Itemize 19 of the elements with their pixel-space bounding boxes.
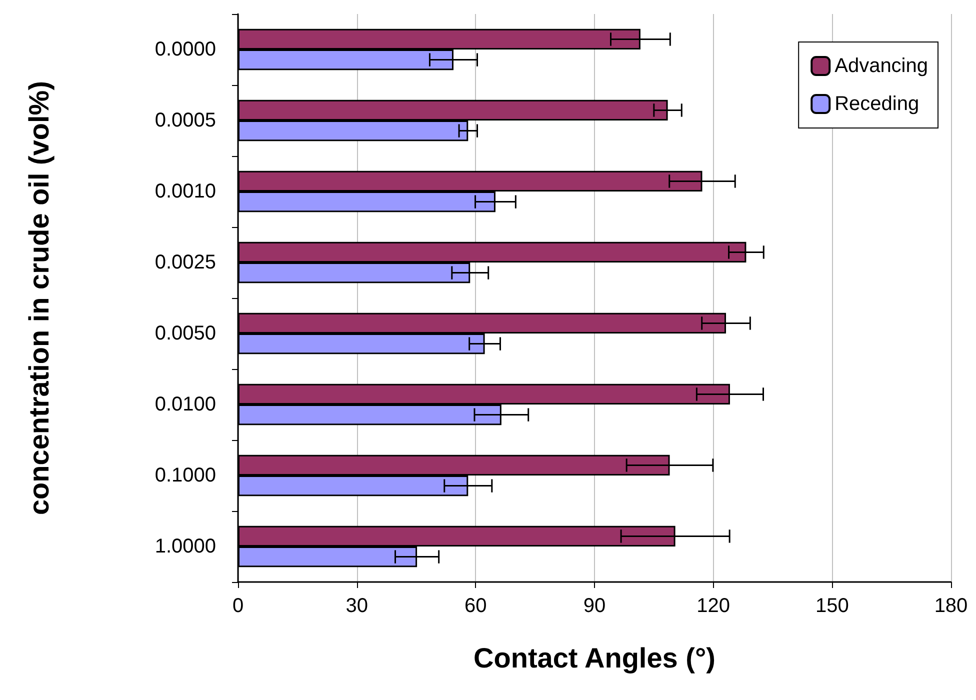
y-tick-label: 0.0050 <box>154 322 216 344</box>
x-tick-label: 90 <box>583 595 606 617</box>
x-tick-label: 0 <box>232 595 244 617</box>
y-tick-label: 1.0000 <box>154 536 216 558</box>
y-tick-label: 0.0010 <box>154 180 216 202</box>
x-tick-label: 180 <box>934 595 968 617</box>
legend-label: Advancing <box>834 55 928 77</box>
y-tick-label: 0.0100 <box>154 394 216 416</box>
y-tick-label: 0.0000 <box>154 38 216 60</box>
x-axis-title: Contact Angles (°) <box>474 642 716 674</box>
x-tick-label: 150 <box>815 595 849 617</box>
y-tick-label: 0.0005 <box>154 110 216 132</box>
y-tick-label: 0.0025 <box>154 252 216 274</box>
x-tick-label: 120 <box>696 595 730 617</box>
y-tick-label: 0.1000 <box>154 464 216 486</box>
y-axis-title: concentration in crude oil (vol%) <box>24 80 54 516</box>
legend-label: Receding <box>834 93 920 115</box>
x-tick-label: 60 <box>464 595 487 617</box>
x-tick-label: 30 <box>346 595 368 617</box>
